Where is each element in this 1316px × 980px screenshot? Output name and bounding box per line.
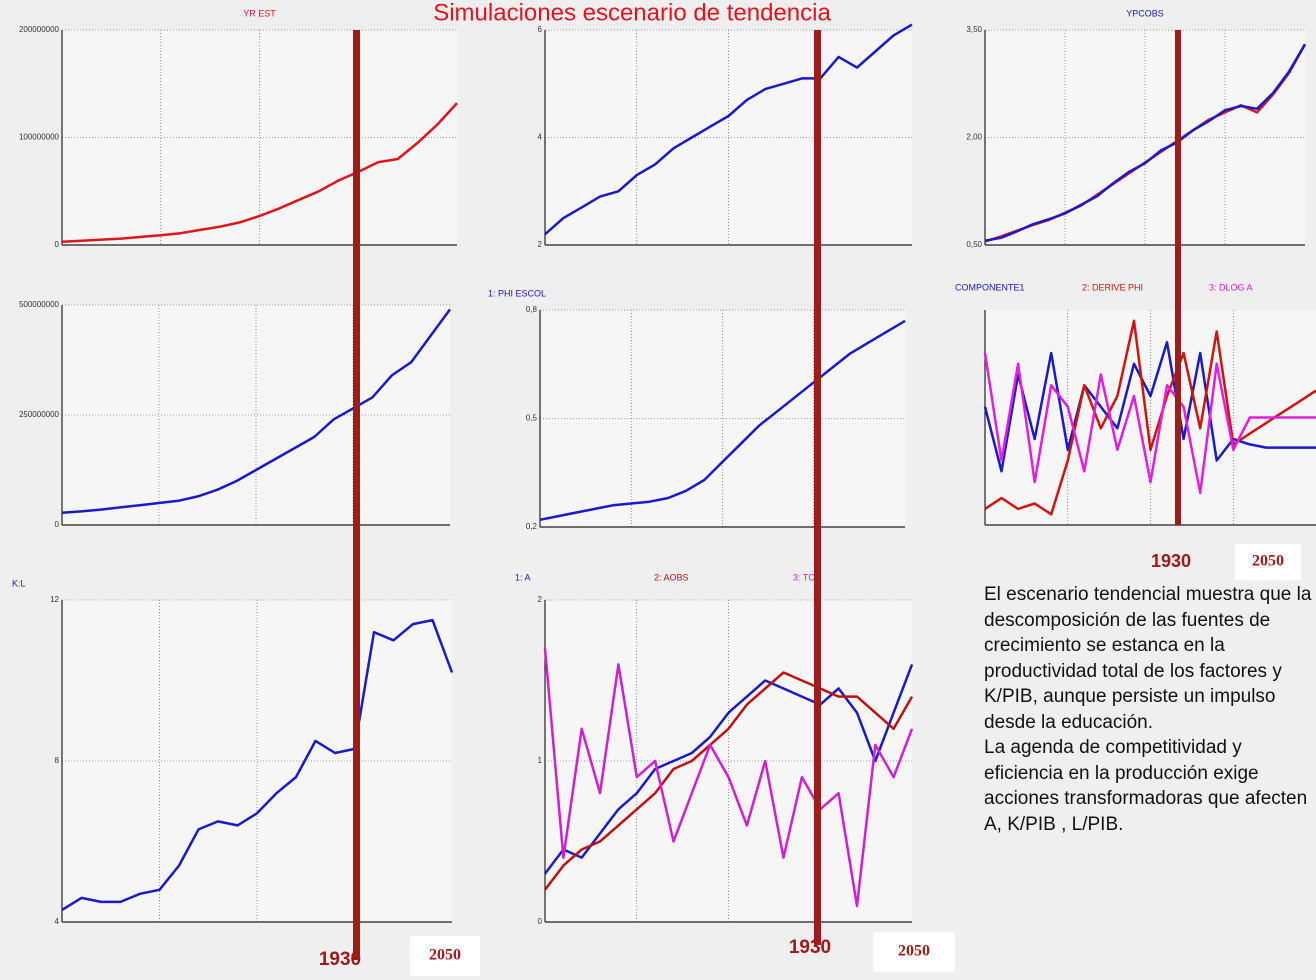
series-line <box>544 23 913 236</box>
marker-label: 1930 <box>1151 551 1191 571</box>
legend-label: 2: DERIVE PHI <box>1082 282 1143 292</box>
label-box <box>410 936 480 976</box>
marker-bar <box>1175 30 1181 525</box>
marker-bar <box>814 30 821 945</box>
legend-label: COMPONENTE1 <box>955 282 1025 292</box>
plot-area <box>62 30 457 245</box>
y-tick-label: 0 <box>538 917 543 926</box>
series-line <box>61 102 458 244</box>
marker-label: 2050 <box>429 947 461 964</box>
y-tick-label: 0,8 <box>526 305 538 314</box>
y-tick-label: 0 <box>55 240 60 249</box>
y-tick-label: 0 <box>55 520 60 529</box>
chart-title: 1: PHI ESCOL <box>488 288 546 298</box>
y-tick-label: 1 <box>538 756 543 765</box>
series-line <box>983 341 1316 473</box>
description: El escenario tendencial muestra que la d… <box>984 582 1314 837</box>
y-tick-label: 2 <box>538 240 543 249</box>
legend-label: 3: TCA <box>793 572 821 582</box>
y-tick-label: 0,50 <box>966 240 982 249</box>
marker-bar <box>353 30 360 960</box>
label-box <box>873 932 955 972</box>
marker-label: 2050 <box>898 943 930 960</box>
series-line <box>539 319 906 522</box>
legend-label: 3: DLOG A <box>1209 282 1253 292</box>
marker-label: 2050 <box>1252 553 1284 570</box>
y-tick-label: 3,50 <box>966 25 982 34</box>
y-tick-label: 100000000 <box>19 133 60 142</box>
y-tick-label: 2 <box>538 595 543 604</box>
series-line <box>984 43 1307 242</box>
slide-title: Simulaciones escenario de tendencia <box>433 0 831 26</box>
series-line <box>61 308 452 514</box>
legend-label: 2: AOBS <box>654 572 689 582</box>
series-line <box>983 352 1316 495</box>
y-tick-label: 2,00 <box>966 133 982 142</box>
paragraph: El escenario tendencial muestra que la d… <box>984 584 1312 733</box>
series-line <box>984 319 1316 516</box>
series-line <box>543 648 914 908</box>
y-tick-label: 4 <box>538 133 543 142</box>
chart-title: YPCOBS <box>1126 8 1164 18</box>
paragraph: La agenda de competitividad y eficiencia… <box>984 737 1308 835</box>
chart-title: YR EST <box>243 8 276 18</box>
marker-label: 1930 <box>789 937 831 958</box>
chart-title: K:L <box>12 578 26 588</box>
y-tick-label: 12 <box>50 595 59 604</box>
marker-label: 1930 <box>319 949 361 970</box>
series-line <box>544 663 914 875</box>
y-tick-label: 250000000 <box>19 410 60 419</box>
y-tick-label: 4 <box>55 917 60 926</box>
y-tick-label: 0,5 <box>526 414 538 423</box>
legend-label: 1: A <box>515 572 531 582</box>
y-tick-label: 500000000 <box>19 300 60 309</box>
series-line <box>544 671 914 891</box>
label-box <box>1235 544 1301 580</box>
y-tick-label: 0,2 <box>526 522 538 531</box>
y-tick-label: 200000000 <box>19 25 60 34</box>
y-tick-label: 8 <box>55 756 60 765</box>
y-tick-label: 6 <box>538 25 543 34</box>
series-line <box>61 618 454 911</box>
